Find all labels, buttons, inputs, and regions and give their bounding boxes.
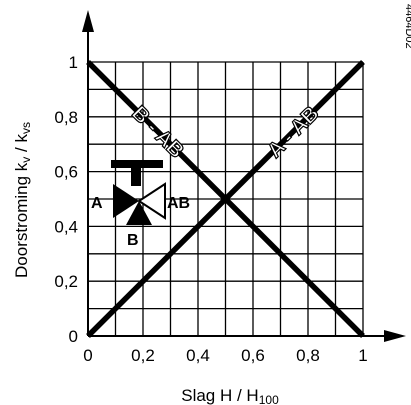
y-tick-label: 0 — [69, 327, 78, 346]
x-tick-label: 0 — [83, 346, 92, 365]
x-tick-label: 0,6 — [241, 346, 265, 365]
axes — [82, 10, 406, 342]
series-label-b-ab: B - AB — [127, 102, 188, 163]
valve-port-b-label: B — [127, 232, 139, 249]
y-tick-label: 0,8 — [54, 108, 78, 127]
x-axis-arrow — [384, 330, 406, 342]
valve-port-a-label: A — [91, 195, 103, 212]
x-tick-label: 0,2 — [131, 346, 155, 365]
three-way-valve-icon — [111, 160, 166, 225]
series-line-1 — [86, 60, 365, 338]
y-axis-title: Doorstroming kv / kvs — [12, 122, 33, 278]
x-tick-label: 0,8 — [296, 346, 320, 365]
document-id: 4464D02 — [403, 4, 411, 49]
x-tick-label: 1 — [358, 346, 367, 365]
valve-port-ab-label: AB — [167, 195, 190, 212]
x-axis-title: Slag H / H100 — [181, 386, 279, 405]
y-tick-label: 1 — [69, 53, 78, 72]
x-tick-label: 0,4 — [186, 346, 210, 365]
y-tick-label: 0,4 — [54, 217, 78, 236]
tick-labels: 0 0,2 0,4 0,6 0,8 1 0 0,2 0,4 0,6 0,8 1 — [54, 53, 367, 365]
y-tick-label: 0,2 — [54, 272, 78, 291]
y-axis-arrow — [82, 10, 94, 32]
series-label-a-ab: A - AB — [263, 102, 324, 163]
series-lines — [86, 60, 365, 338]
y-tick-label: 0,6 — [54, 163, 78, 182]
